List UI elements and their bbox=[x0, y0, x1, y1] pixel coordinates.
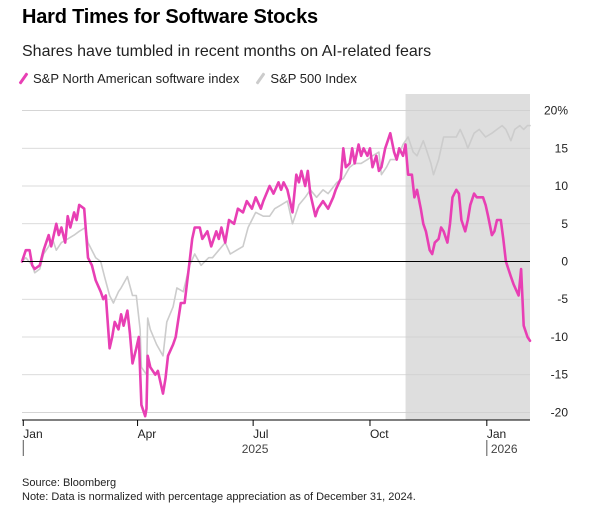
x-tick-label: Jul bbox=[253, 427, 268, 441]
y-tick-label: 20% bbox=[544, 104, 568, 118]
y-tick-label: -20 bbox=[551, 405, 569, 419]
y-tick-label: -5 bbox=[557, 292, 568, 306]
legend-label-software: S&P North American software index bbox=[33, 71, 240, 86]
y-tick-label: 10 bbox=[555, 179, 569, 193]
x-tick-label: Jan bbox=[487, 427, 506, 441]
y-tick-label: 15 bbox=[555, 141, 569, 155]
y-tick-label: -10 bbox=[551, 330, 569, 344]
legend-label-sp500: S&P 500 Index bbox=[270, 71, 357, 86]
footnote: Note: Data is normalized with percentage… bbox=[22, 491, 416, 503]
chart-legend: S&P North American software index S&P 50… bbox=[18, 71, 377, 86]
y-tick-label: 5 bbox=[561, 217, 568, 231]
legend-item-sp500: S&P 500 Index bbox=[255, 71, 357, 86]
series-line-software bbox=[20, 131, 532, 418]
chart-subtitle: Shares have tumbled in recent months on … bbox=[22, 43, 432, 60]
source-note: Source: Bloomberg bbox=[22, 477, 117, 489]
x-tick-label: Apr bbox=[138, 427, 157, 441]
series-line-sp500 bbox=[21, 124, 531, 376]
line-chart: -20 -15 -10 -5 0 5 10 15 20% Jan Apr Jul Oct Jan 2025 2… bbox=[20, 94, 569, 456]
legend-item-software: S&P North American software index bbox=[18, 71, 240, 86]
chart-title: Hard Times for Software Stocks bbox=[22, 6, 318, 28]
y-tick-label: -15 bbox=[551, 368, 569, 382]
x-tick-label: Oct bbox=[370, 427, 389, 441]
x-tick-label: Jan bbox=[23, 427, 42, 441]
y-tick-label: 0 bbox=[561, 255, 568, 269]
year-label: 2026 bbox=[491, 442, 518, 456]
year-label: 2025 bbox=[242, 442, 269, 456]
